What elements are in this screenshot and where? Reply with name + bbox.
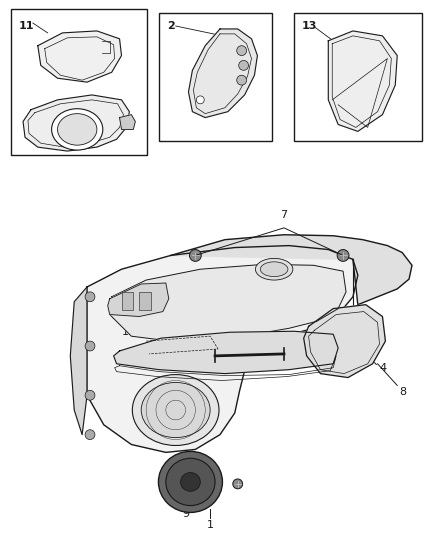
- Polygon shape: [188, 29, 258, 118]
- Polygon shape: [71, 287, 87, 434]
- Circle shape: [85, 390, 95, 400]
- Text: 4: 4: [379, 362, 387, 373]
- Polygon shape: [120, 115, 135, 130]
- Text: 13: 13: [302, 21, 317, 31]
- Circle shape: [237, 75, 247, 85]
- Ellipse shape: [141, 383, 210, 438]
- Text: 8: 8: [399, 387, 406, 398]
- Bar: [121, 292, 133, 310]
- Ellipse shape: [260, 262, 288, 277]
- Ellipse shape: [166, 458, 215, 506]
- Text: 1: 1: [207, 520, 214, 530]
- Circle shape: [85, 430, 95, 440]
- Ellipse shape: [132, 375, 219, 446]
- Ellipse shape: [52, 109, 103, 150]
- Bar: [294, 13, 422, 141]
- Text: 15: 15: [122, 327, 136, 337]
- Circle shape: [190, 249, 201, 261]
- Polygon shape: [108, 283, 169, 317]
- Bar: [159, 13, 272, 141]
- Ellipse shape: [57, 114, 97, 145]
- Polygon shape: [87, 246, 358, 453]
- Text: 9: 9: [182, 510, 189, 520]
- Polygon shape: [328, 31, 397, 131]
- Polygon shape: [304, 305, 385, 377]
- Polygon shape: [113, 332, 338, 374]
- Circle shape: [337, 249, 349, 261]
- Polygon shape: [110, 264, 346, 341]
- Circle shape: [85, 292, 95, 302]
- Ellipse shape: [255, 259, 293, 280]
- Polygon shape: [171, 235, 412, 305]
- Circle shape: [237, 46, 247, 55]
- Bar: [139, 292, 151, 310]
- Ellipse shape: [159, 451, 223, 512]
- Circle shape: [196, 96, 204, 104]
- Ellipse shape: [180, 473, 200, 491]
- Text: 7: 7: [280, 210, 288, 220]
- Circle shape: [85, 341, 95, 351]
- Bar: [11, 9, 147, 155]
- Text: 11: 11: [19, 21, 35, 31]
- Text: 2: 2: [167, 21, 175, 31]
- Circle shape: [239, 60, 248, 70]
- Polygon shape: [38, 31, 121, 82]
- Polygon shape: [23, 95, 129, 151]
- Circle shape: [233, 479, 243, 489]
